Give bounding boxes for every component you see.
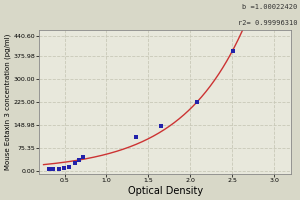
X-axis label: Optical Density: Optical Density [128,186,203,196]
Text: b =1.00022420: b =1.00022420 [242,4,297,10]
Y-axis label: Mouse Eotaxin 3 concentration (pg/ml): Mouse Eotaxin 3 concentration (pg/ml) [4,34,11,170]
Point [77,159,82,162]
Point [56,167,61,170]
Text: r2= 0.99996310: r2= 0.99996310 [238,20,297,26]
Point [73,162,77,165]
Point [81,155,85,159]
Point [67,165,71,168]
Point [195,100,200,104]
Point [134,135,138,138]
Point [159,124,164,127]
Point [51,168,56,171]
Point [61,166,66,169]
Point [47,168,52,171]
Point [231,50,236,53]
